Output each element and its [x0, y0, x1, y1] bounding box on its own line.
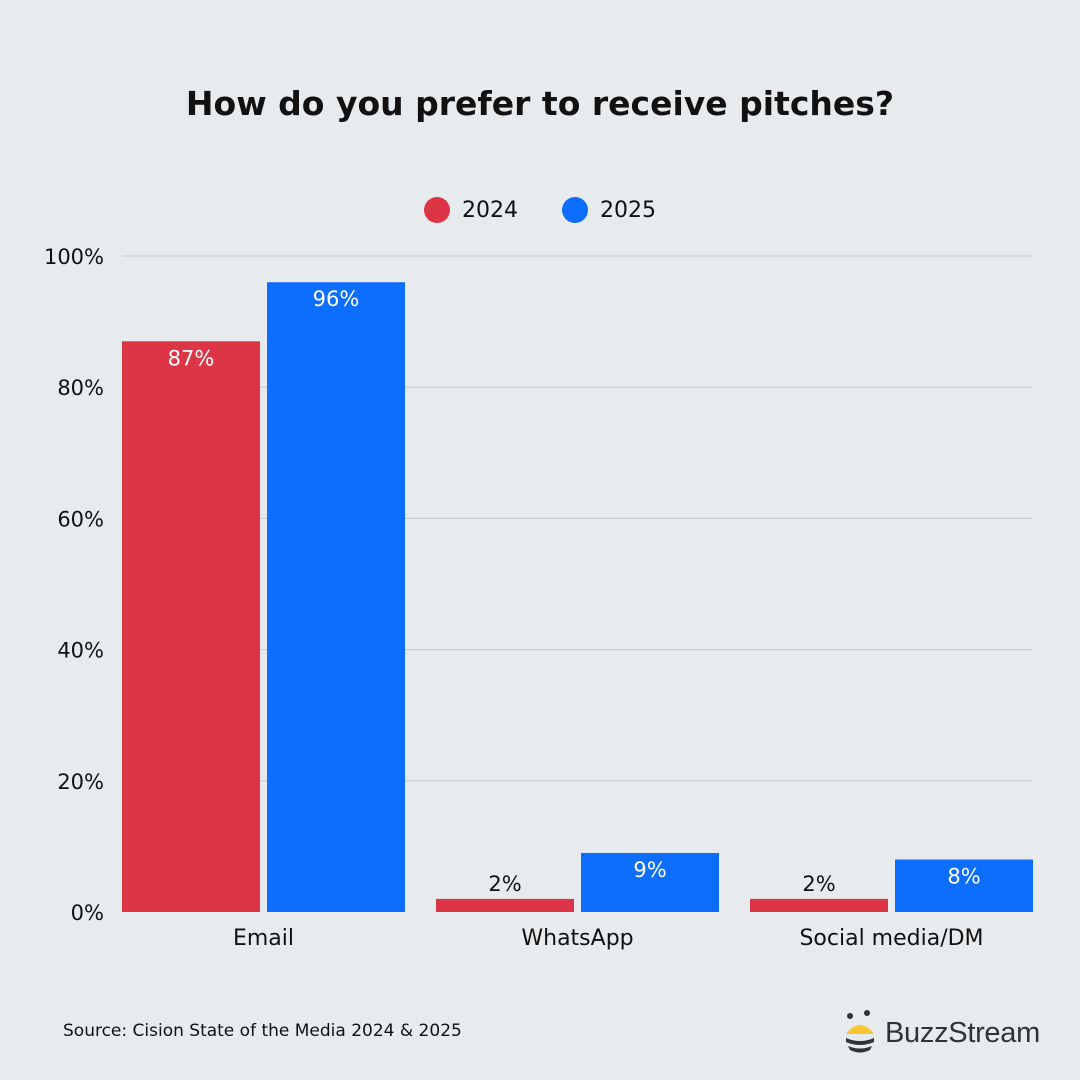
bar-2024-social-media-dm [750, 898, 888, 912]
data-label: 96% [313, 287, 360, 311]
legend-swatch-2024 [424, 197, 450, 223]
bar-2025-social-media-dm [895, 859, 1033, 912]
bar-2025-email [267, 282, 405, 912]
bee-icon [846, 1010, 874, 1053]
bar-2025-whatsapp [581, 852, 719, 912]
data-label: 2% [802, 872, 835, 896]
brand-name: BuzzStream [885, 1016, 1040, 1049]
legend-item-2024: 2024 [424, 197, 518, 223]
legend: 2024 2025 [0, 197, 1080, 223]
data-label: 9% [633, 858, 666, 882]
data-label: 2% [488, 872, 521, 896]
x-tick-label: Social media/DM [799, 926, 983, 951]
bar-2024-email [122, 341, 260, 912]
bar-2024-whatsapp [436, 898, 574, 912]
y-tick-label: 80% [57, 376, 104, 400]
chart-title: How do you prefer to receive pitches? [185, 84, 895, 123]
y-tick-label: 60% [57, 507, 104, 531]
data-label: 87% [168, 346, 215, 370]
y-tick-label: 40% [57, 639, 104, 663]
source-note: Source: Cision State of the Media 2024 &… [63, 1021, 462, 1041]
y-tick-label: 20% [57, 770, 104, 794]
legend-item-2025: 2025 [562, 197, 656, 223]
data-label: 8% [947, 865, 980, 889]
x-tick-label: Email [233, 926, 294, 951]
buzzstream-logo: BuzzStream [843, 1010, 1040, 1056]
legend-swatch-2025 [562, 197, 588, 223]
x-tick-label: WhatsApp [521, 926, 633, 951]
bar-chart: 0% 20% 40% 60% 80% 100% 87% 96% Email 2% 9% WhatsAp… [44, 245, 1033, 951]
y-tick-label: 0% [71, 901, 104, 925]
legend-label-2025: 2025 [600, 197, 656, 223]
y-tick-label: 100% [44, 245, 104, 269]
legend-label-2024: 2024 [462, 197, 518, 223]
